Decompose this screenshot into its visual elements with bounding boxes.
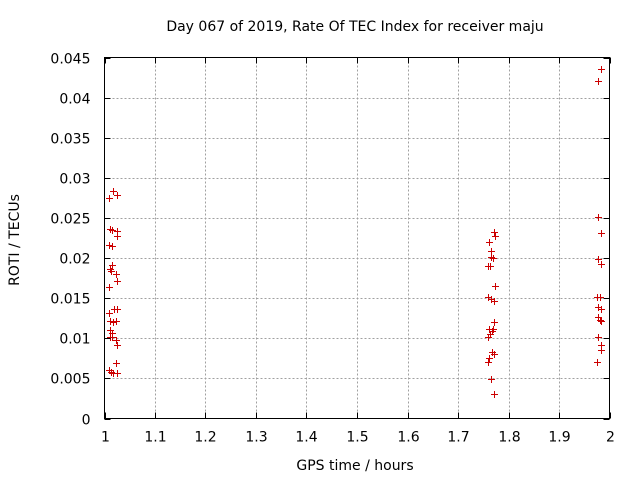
y-tick-label: 0.03 [59,172,90,188]
data-point [595,78,602,85]
x-tick-label: 1.7 [447,430,469,446]
data-point [110,370,117,377]
x-tick-label: 1.2 [194,430,216,446]
data-point [597,317,604,324]
data-point [113,337,120,344]
x-tick-labels: 1 1.1 1.2 1.3 1.4 1.5 1.6 1.7 1.8 1.9 2 [101,430,615,446]
data-point [486,239,493,246]
data-point [488,248,495,255]
data-point [598,66,605,73]
data-point [595,334,602,341]
data-point [114,233,121,240]
data-point [598,230,605,237]
y-tick-label: 0.04 [59,92,90,108]
x-tick-label: 1.3 [245,430,267,446]
data-point [491,319,498,326]
data-point [491,298,498,305]
y-tick-label: 0.01 [59,332,90,348]
data-point [110,188,117,195]
data-point [492,283,499,290]
data-points [106,66,605,398]
y-tick-label: 0.02 [59,252,90,268]
y-tick-label: 0.035 [50,132,90,148]
data-point [106,284,113,291]
data-point [485,359,492,366]
data-point [487,263,494,270]
data-point [490,326,497,333]
x-tick-label: 1.9 [548,430,570,446]
x-tick-label: 1 [101,430,110,446]
data-point [110,319,117,326]
x-tick-label: 1.5 [346,430,368,446]
y-tick-label: 0.025 [50,212,90,228]
y-tick-label: 0.045 [50,52,90,68]
data-point [106,242,113,249]
data-point [491,229,498,236]
data-point [113,271,120,278]
y-axis-label: ROTI / TECUs [7,194,23,286]
data-point [486,355,493,362]
y-tick-label: 0.015 [50,292,90,308]
data-point [598,306,605,313]
y-tick-labels: 0 0.005 0.01 0.015 0.02 0.025 0.03 0.035 0.04 0.0… [50,52,90,429]
x-tick-label: 1.4 [295,430,317,446]
x-tick-label: 1.1 [144,430,166,446]
data-point [107,318,114,325]
data-point [487,331,494,338]
data-point [491,391,498,398]
data-point [109,334,116,341]
data-point [595,256,602,263]
x-tick-label: 1.6 [397,430,419,446]
data-point [597,294,604,301]
x-tick-label: 1.8 [498,430,520,446]
data-point [598,347,605,354]
data-point [595,214,602,221]
data-point [492,233,499,240]
x-tick-label: 2 [606,430,615,446]
data-point [598,261,605,268]
data-point [108,268,115,275]
data-point [114,306,121,313]
x-axis-label: GPS time / hours [296,458,413,474]
data-point [113,360,120,367]
grid-lines [104,57,610,419]
axis-ticks [104,57,611,420]
data-point [114,192,121,199]
data-point [598,318,605,325]
data-point [594,359,601,366]
data-point [488,254,495,261]
y-tick-label: 0.005 [50,372,90,388]
data-point [109,262,116,269]
data-point [488,376,495,383]
data-point [106,195,113,202]
data-point [113,318,120,325]
chart-title: Day 067 of 2019, Rate Of TEC Index for r… [166,19,543,35]
data-point [109,243,116,250]
data-point [106,310,113,317]
data-point [114,342,121,349]
data-point [114,278,121,285]
data-point [491,351,498,358]
data-point [109,227,116,234]
y-tick-label: 0 [82,413,91,429]
